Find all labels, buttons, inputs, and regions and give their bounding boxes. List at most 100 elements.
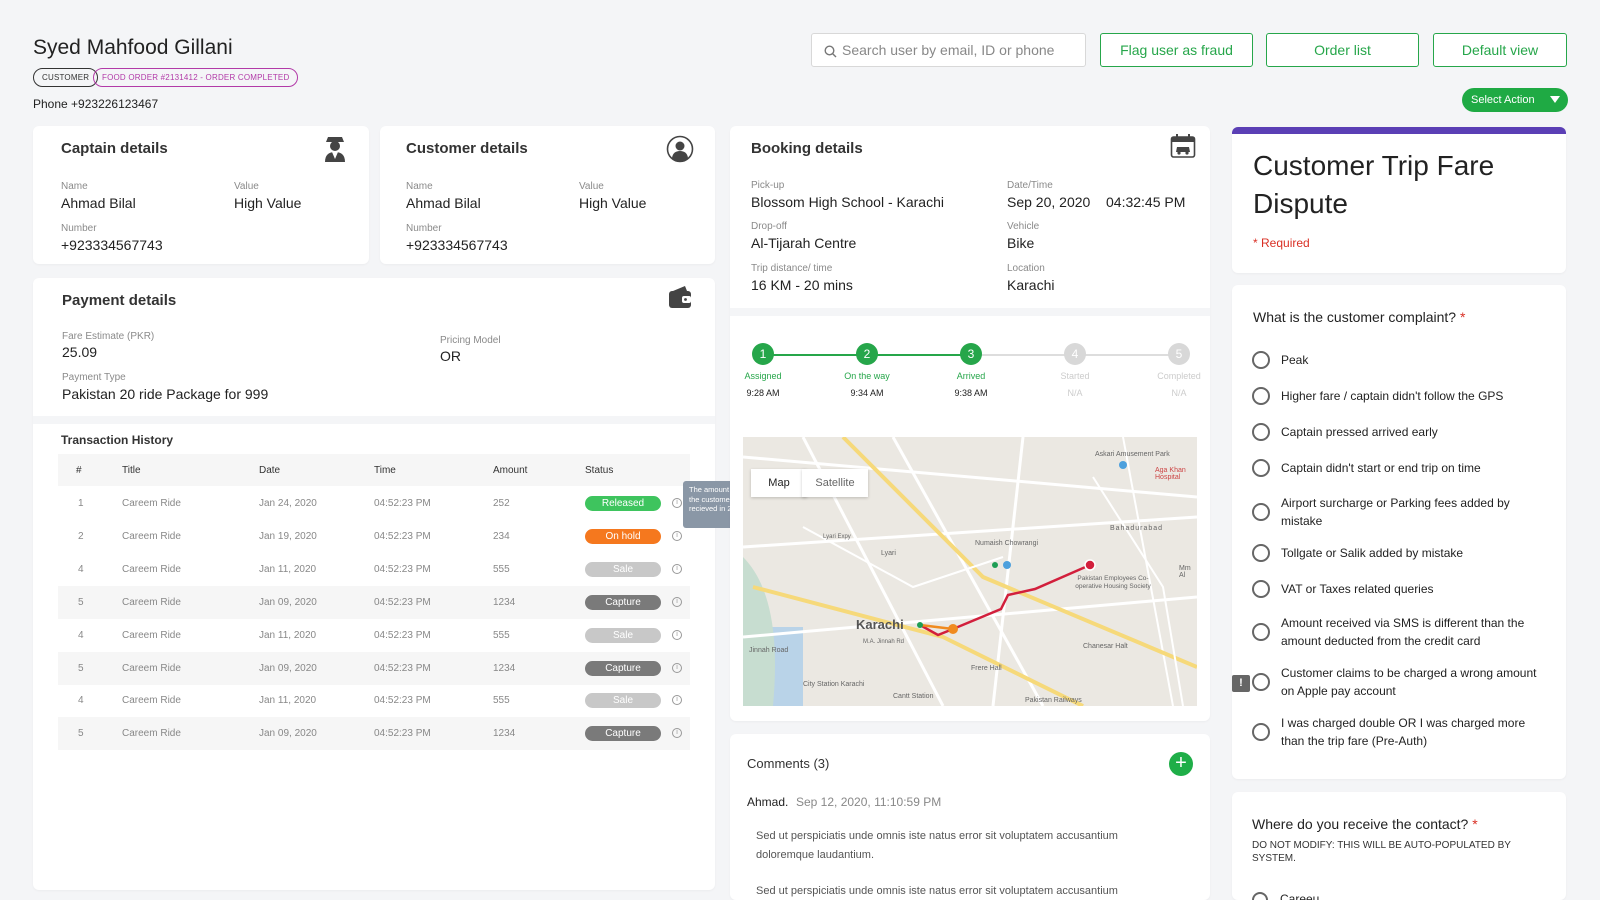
row-amount: 1234 xyxy=(493,663,516,674)
map-tab-map[interactable]: Map xyxy=(751,469,807,497)
dropoff-label: Drop-off xyxy=(751,221,787,232)
radio-button[interactable] xyxy=(1252,387,1270,405)
row-time: 04:52:23 PM xyxy=(374,498,431,509)
status-badge: On hold xyxy=(585,529,661,544)
radio-button[interactable] xyxy=(1252,892,1268,900)
step-3-circle: 3 xyxy=(960,343,982,365)
map-tab-satellite[interactable]: Satellite xyxy=(802,469,868,497)
step-2-circle: 2 xyxy=(856,343,878,365)
radio-button[interactable] xyxy=(1252,351,1270,369)
comment-author: Ahmad. xyxy=(747,795,789,809)
captain-number: +923334567743 xyxy=(61,237,163,253)
map-label: M.A. Jinnah Rd xyxy=(863,639,905,645)
fare-value: 25.09 xyxy=(62,344,98,360)
customer-card: Customer details Name Ahmad Bilal Value … xyxy=(380,126,715,264)
info-icon[interactable]: i xyxy=(672,564,682,574)
row-title: Careem Ride xyxy=(122,728,181,739)
radio-button[interactable] xyxy=(1252,580,1270,598)
radio-button[interactable] xyxy=(1252,673,1270,691)
calendar-car-icon xyxy=(1170,134,1196,158)
add-comment-button[interactable]: + xyxy=(1169,752,1193,776)
col-title: Title xyxy=(122,465,141,476)
captain-number-label: Number xyxy=(61,223,97,234)
captain-name-label: Name xyxy=(61,181,88,192)
form-header-card: Customer Trip Fare Dispute * Required xyxy=(1232,127,1566,273)
row-number: 4 xyxy=(78,630,84,641)
user-circle-icon xyxy=(666,135,694,163)
order-list-button[interactable]: Order list xyxy=(1266,33,1419,67)
row-time: 04:52:23 PM xyxy=(374,564,431,575)
select-action-button[interactable]: Select Action xyxy=(1462,88,1568,112)
info-icon[interactable]: i xyxy=(672,663,682,673)
row-number: 5 xyxy=(78,597,84,608)
flag-fraud-button[interactable]: Flag user as fraud xyxy=(1100,33,1253,67)
step-2-label: On the way xyxy=(844,371,890,381)
option-label: Careeu xyxy=(1280,892,1320,900)
row-date: Jan 24, 2020 xyxy=(259,498,317,509)
feedback-icon[interactable]: ! xyxy=(1232,675,1250,692)
pickup-label: Pick-up xyxy=(751,180,785,191)
customer-badge: CUSTOMER xyxy=(33,68,99,87)
customer-number: +923334567743 xyxy=(406,237,508,253)
form-title: Customer Trip Fare Dispute xyxy=(1253,150,1495,219)
row-title: Careem Ride xyxy=(122,597,181,608)
user-name: Syed Mahfood Gillani xyxy=(33,36,233,59)
row-amount: 555 xyxy=(493,564,510,575)
complaint-question-card: What is the customer complaint? * xyxy=(1232,285,1566,779)
step-4-label: Started xyxy=(1060,371,1090,381)
info-icon[interactable]: i xyxy=(672,498,682,508)
option-label: Amount received via SMS is different tha… xyxy=(1281,616,1525,648)
row-amount: 252 xyxy=(493,498,510,509)
col-amount: Amount xyxy=(493,465,528,476)
step-4-circle: 4 xyxy=(1064,343,1086,365)
info-icon[interactable]: i xyxy=(672,728,682,738)
radio-button[interactable] xyxy=(1252,423,1270,441)
option-label: I was charged double OR I was charged mo… xyxy=(1281,716,1526,748)
step-1-time: 9:28 AM xyxy=(746,388,780,398)
radio-button[interactable] xyxy=(1252,503,1270,521)
customer-number-label: Number xyxy=(406,223,442,234)
row-title: Careem Ride xyxy=(122,498,181,509)
step-4-time: N/A xyxy=(1067,388,1083,398)
select-action-label: Select Action xyxy=(1471,94,1535,106)
option-label: Higher fare / captain didn't follow the … xyxy=(1281,389,1504,403)
table-row: 4 Careem Ride Jan 11, 2020 04:52:23 PM 5… xyxy=(58,684,690,717)
info-icon[interactable]: i xyxy=(672,597,682,607)
transaction-history-title: Transaction History xyxy=(61,433,174,447)
location-label: Location xyxy=(1007,263,1045,274)
plus-icon: + xyxy=(1175,752,1187,774)
row-amount: 555 xyxy=(493,630,510,641)
info-icon[interactable]: i xyxy=(672,630,682,640)
route-map[interactable]: Map Satellite Karachi Lyari Numaish Chow… xyxy=(743,437,1197,706)
form-accent-bar xyxy=(1232,127,1566,134)
radio-button[interactable] xyxy=(1252,623,1270,641)
info-icon[interactable]: i xyxy=(672,695,682,705)
radio-button[interactable] xyxy=(1252,544,1270,562)
map-label: Jinnah Road xyxy=(749,647,789,654)
radio-button[interactable] xyxy=(1252,723,1270,741)
question-text: Where do you receive the contact? xyxy=(1252,816,1469,832)
row-title: Careem Ride xyxy=(122,663,181,674)
comment-timestamp: Sep 12, 2020, 11:10:59 PM xyxy=(796,795,942,809)
map-label: Lyari Expy xyxy=(823,534,851,540)
radio-button[interactable] xyxy=(1252,459,1270,477)
col-time: Time xyxy=(374,465,396,476)
option-label: Tollgate or Salik added by mistake xyxy=(1281,546,1464,560)
info-icon[interactable]: i xyxy=(672,531,682,541)
default-view-button[interactable]: Default view xyxy=(1433,33,1567,67)
required-star: * xyxy=(1459,309,1466,325)
row-date: Jan 11, 2020 xyxy=(259,695,317,706)
search-input[interactable] xyxy=(842,34,1082,66)
contact-question: Where do you receive the contact? * xyxy=(1252,816,1478,832)
row-amount: 555 xyxy=(493,695,510,706)
required-star: * xyxy=(1472,816,1478,832)
table-row: 5 Careem Ride Jan 09, 2020 04:52:23 PM 1… xyxy=(58,652,690,685)
option-label: VAT or Taxes related queries xyxy=(1281,582,1434,596)
vehicle-value: Bike xyxy=(1007,235,1035,251)
dropoff-value: Al-Tijarah Centre xyxy=(751,235,857,251)
row-title: Careem Ride xyxy=(122,630,181,641)
step-3-label: Arrived xyxy=(956,371,986,381)
status-badge: Released xyxy=(585,496,661,511)
row-time: 04:52:23 PM xyxy=(374,531,431,542)
table-row: 1 Careem Ride Jan 24, 2020 04:52:23 PM 2… xyxy=(58,487,690,520)
